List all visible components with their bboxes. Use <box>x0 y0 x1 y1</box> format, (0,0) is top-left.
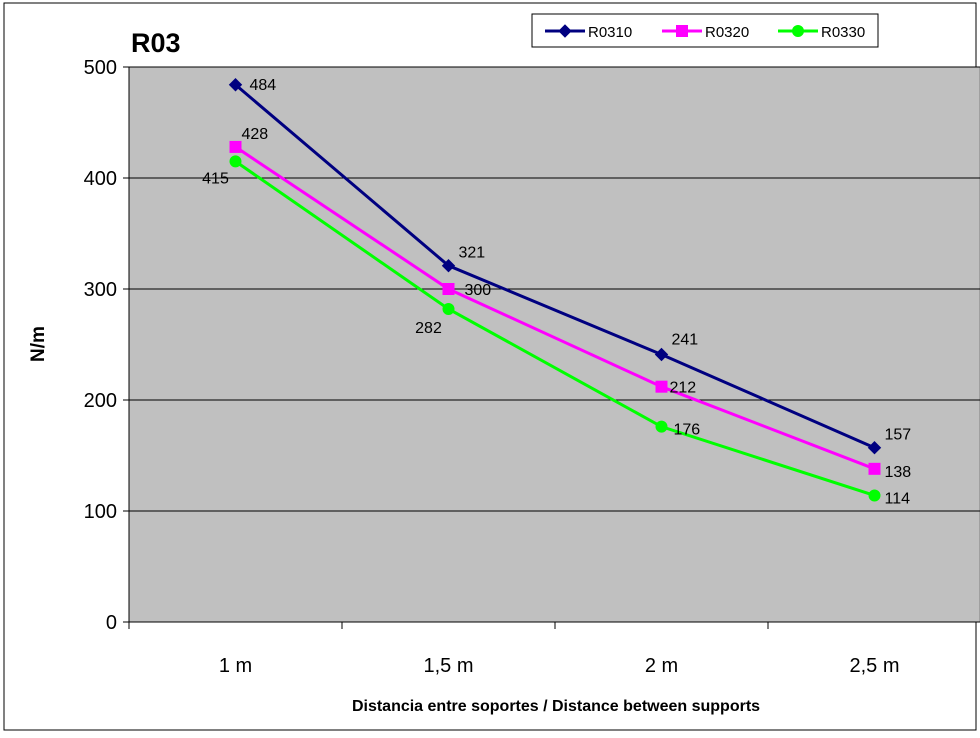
series-line-R0310 <box>234 83 876 450</box>
legend-marker-R0310 <box>558 24 572 38</box>
grid-layer <box>129 66 980 512</box>
data-label: 114 <box>885 490 911 507</box>
data-point-R0310 <box>867 441 882 455</box>
data-label: 241 <box>672 331 699 348</box>
legend-marker-R0330 <box>792 25 804 37</box>
data-point-R0320 <box>442 283 455 295</box>
legend-label: R0320 <box>705 24 749 41</box>
legend-box <box>531 13 879 48</box>
data-label: 428 <box>242 126 269 143</box>
data-point-R0320 <box>868 462 881 475</box>
data-point-R0330 <box>655 420 668 433</box>
legend-marker-R0320 <box>676 25 688 37</box>
plot-area <box>128 66 980 623</box>
series-line-R0320 <box>234 145 876 471</box>
data-point-R0330 <box>442 302 455 315</box>
data-labels-layer: 484 321 241 157 428 300 212 138 415 282 176 114 <box>202 77 911 508</box>
chart-title: R03 <box>131 28 181 58</box>
data-label: 157 <box>885 427 912 444</box>
data-point-R0320 <box>229 140 242 153</box>
y-tick-label: 500 <box>84 57 117 79</box>
data-label: 321 <box>459 245 486 262</box>
x-tick-label: 2 m <box>645 655 678 677</box>
data-point-R0330 <box>229 155 242 168</box>
y-axis-title: N/m <box>28 326 49 362</box>
data-point-R0330 <box>868 489 881 502</box>
y-tick-label: 300 <box>84 279 117 301</box>
data-label: 300 <box>465 282 492 299</box>
legend: R0310 R0320 R0330 <box>531 13 879 48</box>
data-point-R0310 <box>441 258 456 273</box>
data-label: 138 <box>885 464 912 481</box>
y-tick-label: 200 <box>84 390 117 412</box>
legend-label: R0310 <box>588 24 632 41</box>
x-axis-title: Distancia entre soportes / Distance betw… <box>352 698 760 715</box>
x-tick-label: 2,5 m <box>849 655 899 677</box>
x-tick-label: 1,5 m <box>423 655 473 677</box>
legend-label: R0330 <box>821 24 865 41</box>
data-label: 176 <box>674 422 701 439</box>
y-tick-label: 0 <box>106 612 117 634</box>
series-layer <box>228 78 882 502</box>
data-label: 282 <box>415 320 442 337</box>
series-line-R0330 <box>234 160 875 497</box>
data-label: 415 <box>202 170 229 187</box>
data-point-R0320 <box>655 380 668 393</box>
y-tick-label: 100 <box>84 501 117 523</box>
y-tick-label: 400 <box>84 168 117 190</box>
data-label: 484 <box>250 77 277 94</box>
data-label: 212 <box>670 380 697 397</box>
x-tick-label: 1 m <box>219 655 252 677</box>
data-point-R0310 <box>654 347 669 362</box>
axes-layer: 0 100 200 300 400 500 1 m 1,5 m 2 m 2,5 m <box>84 57 980 677</box>
data-point-R0310 <box>228 78 243 92</box>
